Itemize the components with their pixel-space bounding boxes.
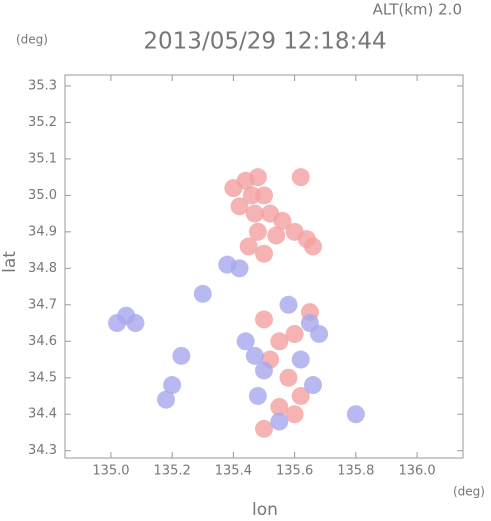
radar-echo (236, 332, 255, 351)
radar-echo (285, 324, 304, 343)
radar-echo (239, 237, 258, 256)
radar-echo (157, 390, 176, 409)
x-unit: (deg) (453, 485, 485, 499)
radar-echo (346, 405, 365, 424)
radar-echo (279, 368, 298, 387)
plot-frame (64, 74, 464, 459)
y-tick-label: 34.6 (28, 334, 57, 349)
radar-echo (267, 226, 286, 245)
radar-echo (126, 314, 145, 333)
altitude-label: ALT(km) 2.0 (373, 1, 462, 19)
y-tick-label: 34.4 (28, 407, 57, 422)
radar-echo (163, 376, 182, 395)
radar-echo (270, 397, 289, 416)
y-tick-label: 34.8 (28, 261, 57, 276)
radar-echo (255, 186, 273, 205)
y-tick-label: 35.0 (28, 188, 57, 203)
radar-echo (255, 310, 273, 329)
radar-echo (245, 346, 264, 365)
radar-echo (248, 386, 267, 405)
radar-echo (245, 204, 264, 223)
y-tick-label: 34.3 (28, 443, 57, 458)
x-tick-label: 135.0 (92, 464, 129, 479)
radar-echo (270, 412, 289, 431)
radar-echo (248, 168, 267, 187)
radar-echo (193, 284, 212, 303)
x-tick-label: 135.8 (337, 464, 374, 479)
radar-echo (172, 346, 191, 365)
radar-echo (303, 237, 322, 256)
x-tick-label: 136.0 (398, 464, 435, 479)
y-tick-label: 35.2 (28, 115, 57, 130)
y-tick-label: 34.5 (28, 370, 57, 385)
x-tick-label: 135.6 (276, 464, 313, 479)
y-tick-label: 34.9 (28, 224, 57, 239)
y-tick-label: 34.7 (28, 297, 57, 312)
y-tick-label: 35.3 (28, 78, 57, 93)
radar-echo (230, 197, 249, 216)
radar-echo (279, 295, 298, 314)
radar-echo (270, 332, 289, 351)
radar-echo (230, 259, 249, 278)
y-tick-label: 35.1 (28, 151, 57, 166)
chart-title: 2013/05/29 12:18:44 (143, 29, 386, 55)
radar-echo (291, 386, 310, 405)
radar-echo (291, 350, 310, 369)
y-unit: (deg) (16, 33, 48, 47)
radar-echo (108, 314, 127, 333)
y-axis-label: lat (0, 251, 20, 273)
x-axis-label: lon (252, 500, 278, 520)
radar-echo (273, 211, 292, 230)
radar-echo (303, 376, 322, 395)
radar-echo (285, 405, 304, 424)
radar-echo (248, 222, 267, 241)
radar-echo (255, 244, 273, 263)
radar-echo (255, 361, 273, 380)
x-tick-label: 135.2 (154, 464, 191, 479)
radar-echo (291, 168, 310, 187)
radar-echo (255, 419, 273, 438)
x-tick-label: 135.4 (215, 464, 252, 479)
radar-echo (310, 324, 329, 343)
